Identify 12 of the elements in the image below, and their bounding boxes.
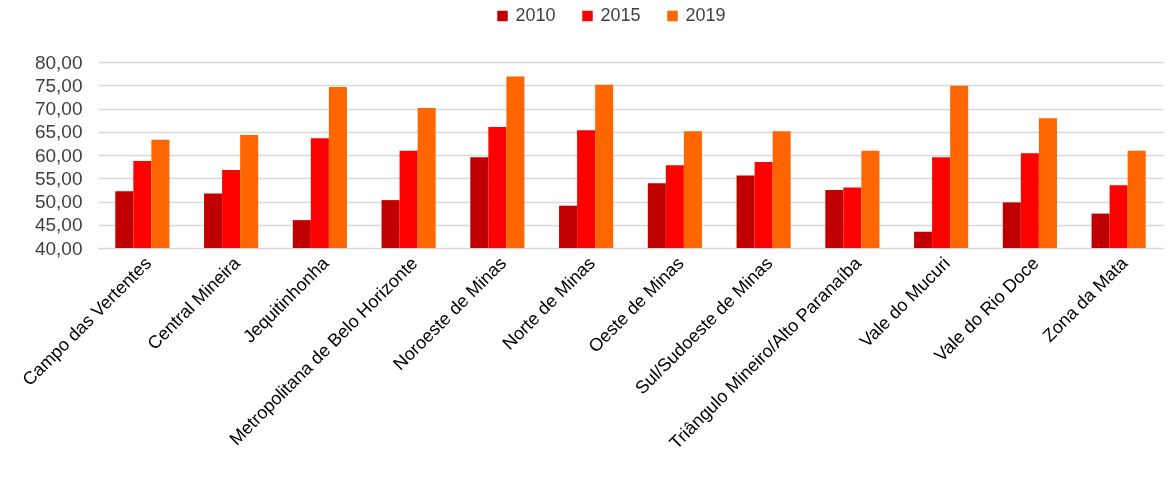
y-tick-label: 80,00 (34, 51, 83, 73)
legend-label: 2010 (515, 5, 556, 25)
y-tick-label: 55,00 (34, 167, 83, 189)
y-tick-label: 40,00 (34, 237, 83, 259)
y-tick-label: 65,00 (34, 121, 83, 143)
y-tick-label: 45,00 (34, 214, 83, 236)
y-tick-label: 50,00 (34, 191, 83, 212)
legend-label: 2019 (685, 5, 726, 25)
y-tick-label: 70,00 (34, 98, 83, 119)
y-tick-label: 75,00 (34, 74, 83, 96)
y-tick-label: 60,00 (34, 144, 83, 166)
legend-label: 2015 (600, 5, 641, 25)
